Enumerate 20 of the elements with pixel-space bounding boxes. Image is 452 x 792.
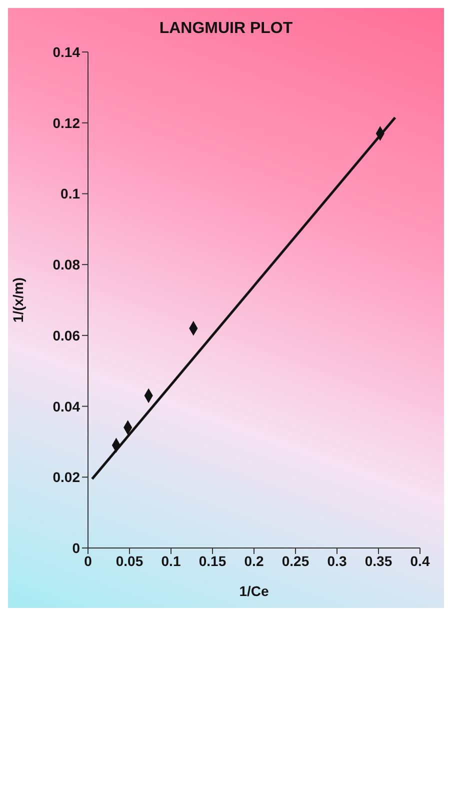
y-tick-label: 0.08 <box>52 256 80 273</box>
y-tick-label: 0.12 <box>52 114 80 131</box>
x-tick-label: 0.15 <box>198 552 226 569</box>
x-tick-label: 0.25 <box>282 552 310 569</box>
x-tick-label: 0.1 <box>161 552 181 569</box>
y-axis-title: 1/(x/m) <box>10 277 26 323</box>
chart-title: LANGMUIR PLOT <box>158 20 294 38</box>
y-tick-label: 0.02 <box>52 469 80 486</box>
y-tick-label: 0.06 <box>52 327 80 344</box>
x-tick-label: 0.4 <box>410 552 430 569</box>
x-tick-label: 0.35 <box>364 552 392 569</box>
y-tick-label: 0.14 <box>52 44 80 60</box>
y-tick-label: 0 <box>72 540 80 556</box>
x-tick-label: 0.05 <box>116 552 144 569</box>
x-axis-title: 1/Ce <box>239 583 269 599</box>
y-tick-label: 0.1 <box>60 186 80 202</box>
x-tick-label: 0.3 <box>327 552 347 569</box>
x-tick-label: 0.2 <box>244 552 264 569</box>
y-tick-label: 0.04 <box>52 398 80 414</box>
x-tick-label: 0 <box>84 552 92 569</box>
